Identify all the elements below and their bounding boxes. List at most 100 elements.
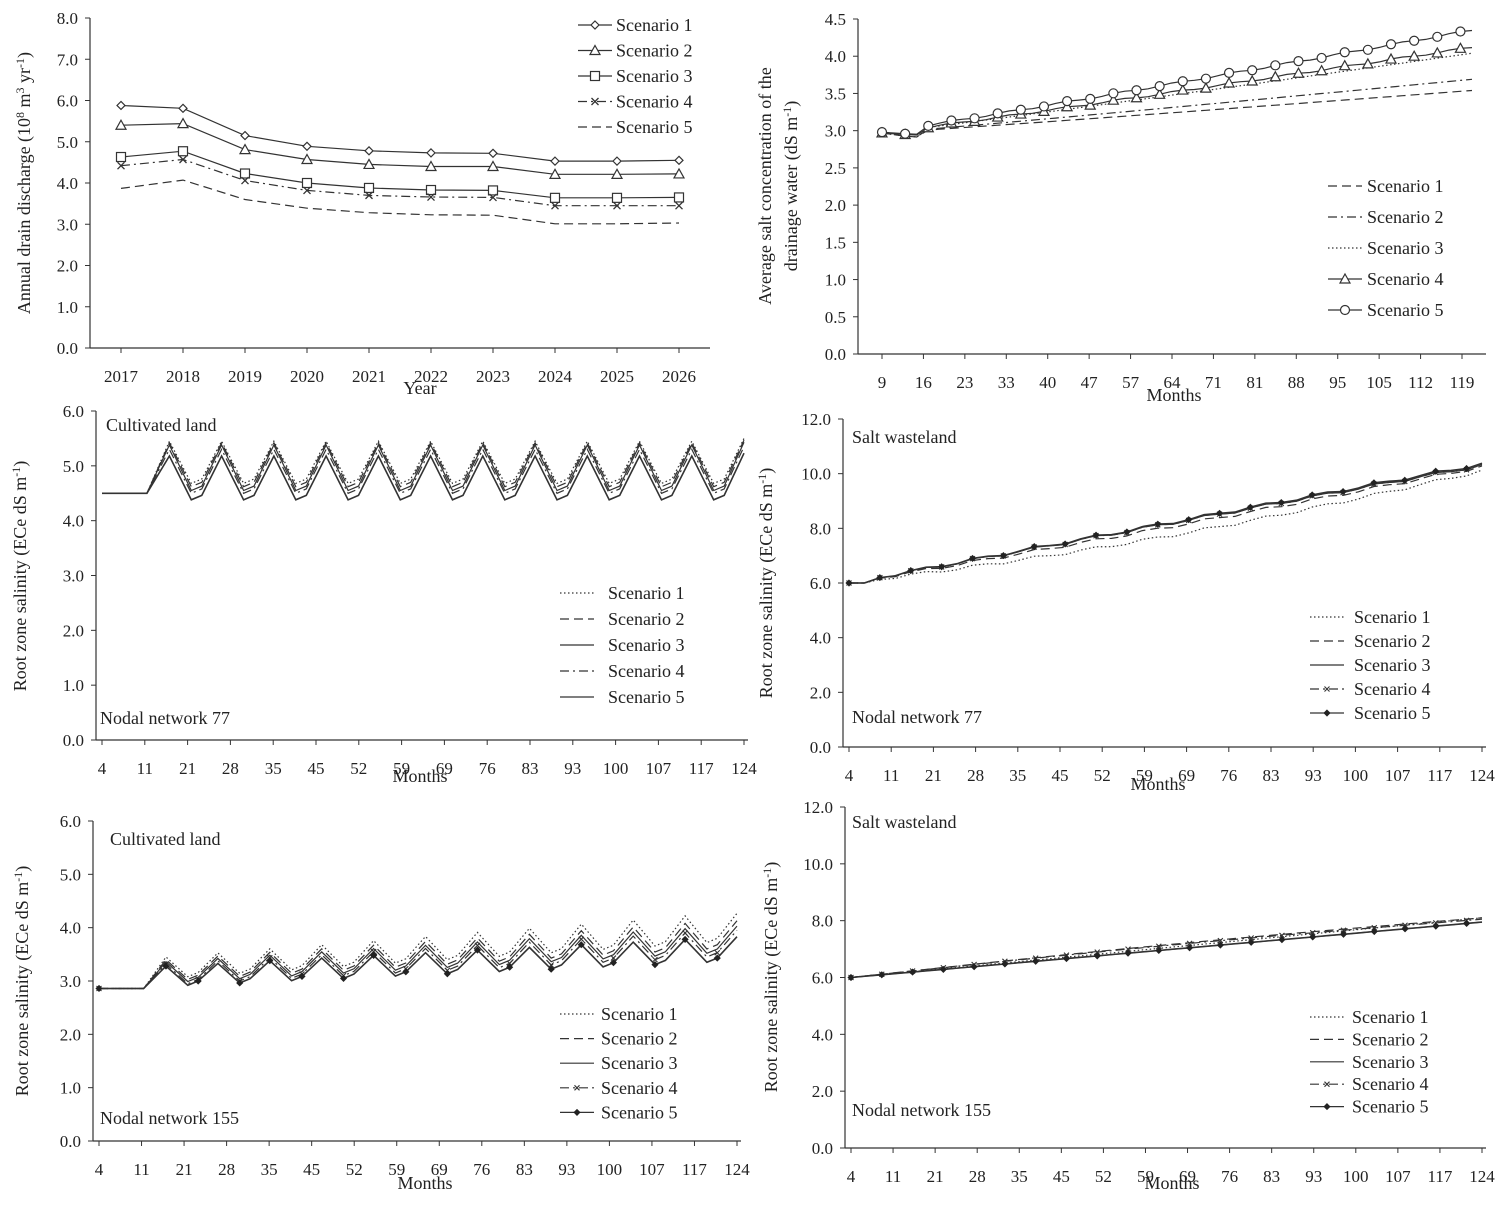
legend-label: Scenario 1 <box>1352 1007 1428 1027</box>
x-tick-label: 83 <box>522 759 539 778</box>
y-axis-title-superscript: -1 <box>780 107 794 117</box>
y-axis-title-superscript: -1 <box>9 467 23 477</box>
x-tick-label: 4 <box>98 759 107 778</box>
legend-label: Scenario 3 <box>1354 655 1430 675</box>
series-group <box>114 100 686 225</box>
x-axis-title: Year <box>403 378 436 398</box>
legend-label: Scenario 5 <box>1367 300 1443 320</box>
series-marker-5 <box>876 127 888 138</box>
x-tick-label: 33 <box>998 373 1015 392</box>
x-tick-label: 71 <box>1205 373 1222 392</box>
series-marker-4 <box>1199 81 1212 93</box>
series-marker-4 <box>1385 52 1398 64</box>
chart-panel-5: 0.0 1.0 2.0 3.0 4.0 5.0 6.0 4 11 21 28 35 45 52 59 69 76… <box>11 812 750 1193</box>
y-tick-label: 0.0 <box>825 345 846 364</box>
series-marker-4 <box>1153 88 1166 99</box>
x-tick-label: 69 <box>1178 766 1195 785</box>
series-line-4 <box>102 446 745 495</box>
x-tick-label: 28 <box>967 766 984 785</box>
y-tick-label: 0.5 <box>825 308 846 327</box>
series-marker-5 <box>1401 476 1409 484</box>
series-marker-5 <box>992 108 1003 119</box>
y-axis-title-part: Annual drain discharge (10 <box>14 118 35 314</box>
series-marker-4 <box>427 193 435 201</box>
x-tick-label: 124 <box>1469 766 1495 785</box>
y-axis-title-part: Root zone salinity (ECe dS m <box>10 477 31 691</box>
x-tick-label: 124 <box>724 1160 750 1179</box>
series-marker-5 <box>1030 542 1038 551</box>
series-marker-4 <box>675 201 683 210</box>
series-marker-3 <box>673 192 685 203</box>
legend-marker <box>1338 272 1352 284</box>
x-axis-title: Months <box>392 766 447 786</box>
x-tick-label: 45 <box>1053 1167 1070 1186</box>
series-marker-5 <box>1409 35 1420 46</box>
series-marker-4 <box>370 948 377 955</box>
series-marker-4 <box>474 942 481 949</box>
x-tick-label: 117 <box>689 759 714 778</box>
x-tick-label: 11 <box>883 766 899 785</box>
y-tick-label: 5.0 <box>57 133 78 152</box>
legend-label: Scenario 2 <box>608 609 684 629</box>
series-marker-4 <box>1107 93 1120 105</box>
series-line-5 <box>102 452 745 501</box>
series-group <box>102 438 745 501</box>
series-marker-3 <box>425 184 437 196</box>
series-marker-5 <box>1370 479 1378 487</box>
x-tick-label: 107 <box>646 759 672 778</box>
x-tick-label: 105 <box>1366 373 1392 392</box>
series-marker-5 <box>339 974 348 982</box>
x-tick-label: 2023 <box>476 367 510 386</box>
series-line-2 <box>850 917 1483 979</box>
series-marker-5 <box>1061 540 1069 548</box>
series-marker-2 <box>486 160 500 172</box>
y-tick-label: 4.0 <box>60 919 81 938</box>
legend-label: Scenario 4 <box>608 661 684 681</box>
y-axis-title: Root zone salinity (ECe dS m-1) <box>11 866 33 1096</box>
series-marker-5 <box>1308 491 1316 499</box>
series-marker-2 <box>238 143 252 155</box>
legend: Scenario 1 Scenario 2 Scenario 3 Scenario 4… <box>560 583 684 707</box>
x-tick-label: 59 <box>388 1160 405 1179</box>
x-tick-label: 107 <box>1385 1167 1411 1186</box>
legend-label: Scenario 3 <box>608 635 684 655</box>
series-marker-3 <box>301 177 313 189</box>
y-tick-label: 2.0 <box>63 621 84 640</box>
series-marker-5 <box>443 970 451 978</box>
legend-marker <box>589 70 601 82</box>
series-line-4 <box>850 918 1483 979</box>
y-axis-title: Root zone salinity (ECe dS m-1) <box>755 468 777 698</box>
x-tick-label: 117 <box>1427 1167 1452 1186</box>
x-tick-label: 2025 <box>600 367 634 386</box>
series-line-2 <box>102 439 745 494</box>
y-axis-title-part: ) <box>781 101 802 107</box>
y-axis-title-part: Root zone salinity (ECe dS m <box>756 484 777 698</box>
series-marker-5 <box>1309 933 1317 941</box>
x-tick-label: 28 <box>969 1167 986 1186</box>
x-tick-labels: 9 16 23 33 40 47 57 64 71 81 88 95 105 112 119 <box>878 354 1474 392</box>
x-tick-label: 11 <box>133 1160 149 1179</box>
panel-annotation-nodal-network: Nodal network 155 <box>100 1108 239 1128</box>
x-tick-label: 2020 <box>290 367 324 386</box>
chart-panel-2: 0.0 0.5 1.0 1.5 2.0 2.5 3.0 3.5 4.0 4.5 9 16 23 33 40 4… <box>755 10 1486 405</box>
legend-label: Scenario 5 <box>1352 1097 1428 1117</box>
x-tick-label: 76 <box>1220 766 1237 785</box>
panel-annotation-nodal-network: Nodal network 155 <box>852 1100 991 1120</box>
series-marker-5 <box>847 973 855 982</box>
y-tick-labels: 0.0 2.0 4.0 6.0 8.0 10.0 12.0 <box>801 410 843 757</box>
series-line-5 <box>99 936 738 990</box>
y-axis-title: Annual drain discharge (108 m3 yr-1) <box>13 52 35 314</box>
series-marker-5 <box>1061 96 1073 107</box>
series-marker-5 <box>968 554 977 562</box>
series-marker-5 <box>1432 467 1440 475</box>
series-marker-4 <box>652 956 658 963</box>
x-tick-label: 69 <box>431 1160 448 1179</box>
series-group <box>845 462 1483 587</box>
legend-label: Scenario 4 <box>616 92 692 112</box>
y-axis-title: Root zone salinity (ECe dS m-1) <box>9 461 31 691</box>
legend-label: Scenario 1 <box>1354 607 1430 627</box>
legend-label: Scenario 4 <box>1352 1074 1428 1094</box>
y-tick-label: 0.0 <box>812 1139 833 1158</box>
legend-label: Scenario 2 <box>1367 207 1443 227</box>
series-marker-5 <box>908 968 917 976</box>
